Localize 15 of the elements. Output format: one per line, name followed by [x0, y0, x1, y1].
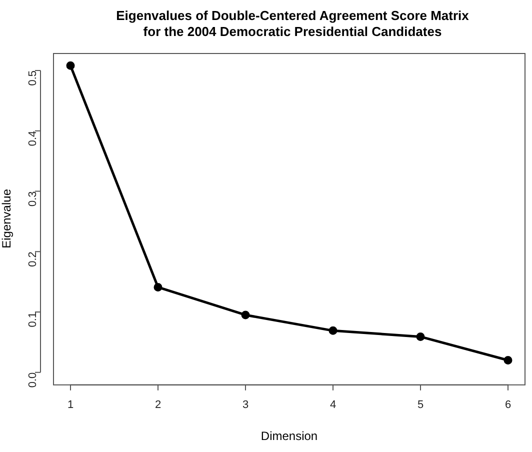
y-tick-label: 0.4: [27, 130, 40, 146]
y-tick-label: 0.1: [27, 312, 40, 328]
y-tick-label: 0.0: [27, 372, 40, 388]
y-axis-title: Eigenvalue: [0, 188, 14, 248]
x-tick-label: 6: [504, 399, 512, 412]
chart-title: Eigenvalues of Double-Centered Agreement Score Matrix for the 2004 Democratic Presidential Candidates: [115, 8, 470, 40]
y-tick-label: 0.5: [27, 70, 40, 86]
x-tick-label: 3: [242, 399, 249, 412]
x-tick-label: 4: [330, 399, 336, 412]
x-tick-label: 1: [67, 399, 74, 412]
y-tick-label: 0.2: [27, 252, 40, 267]
x-tick-label: 5: [417, 399, 424, 412]
x-tick-label: 2: [154, 399, 162, 412]
x-axis-title: Dimension: [260, 429, 318, 444]
y-tick-label: 0.3: [27, 191, 40, 207]
